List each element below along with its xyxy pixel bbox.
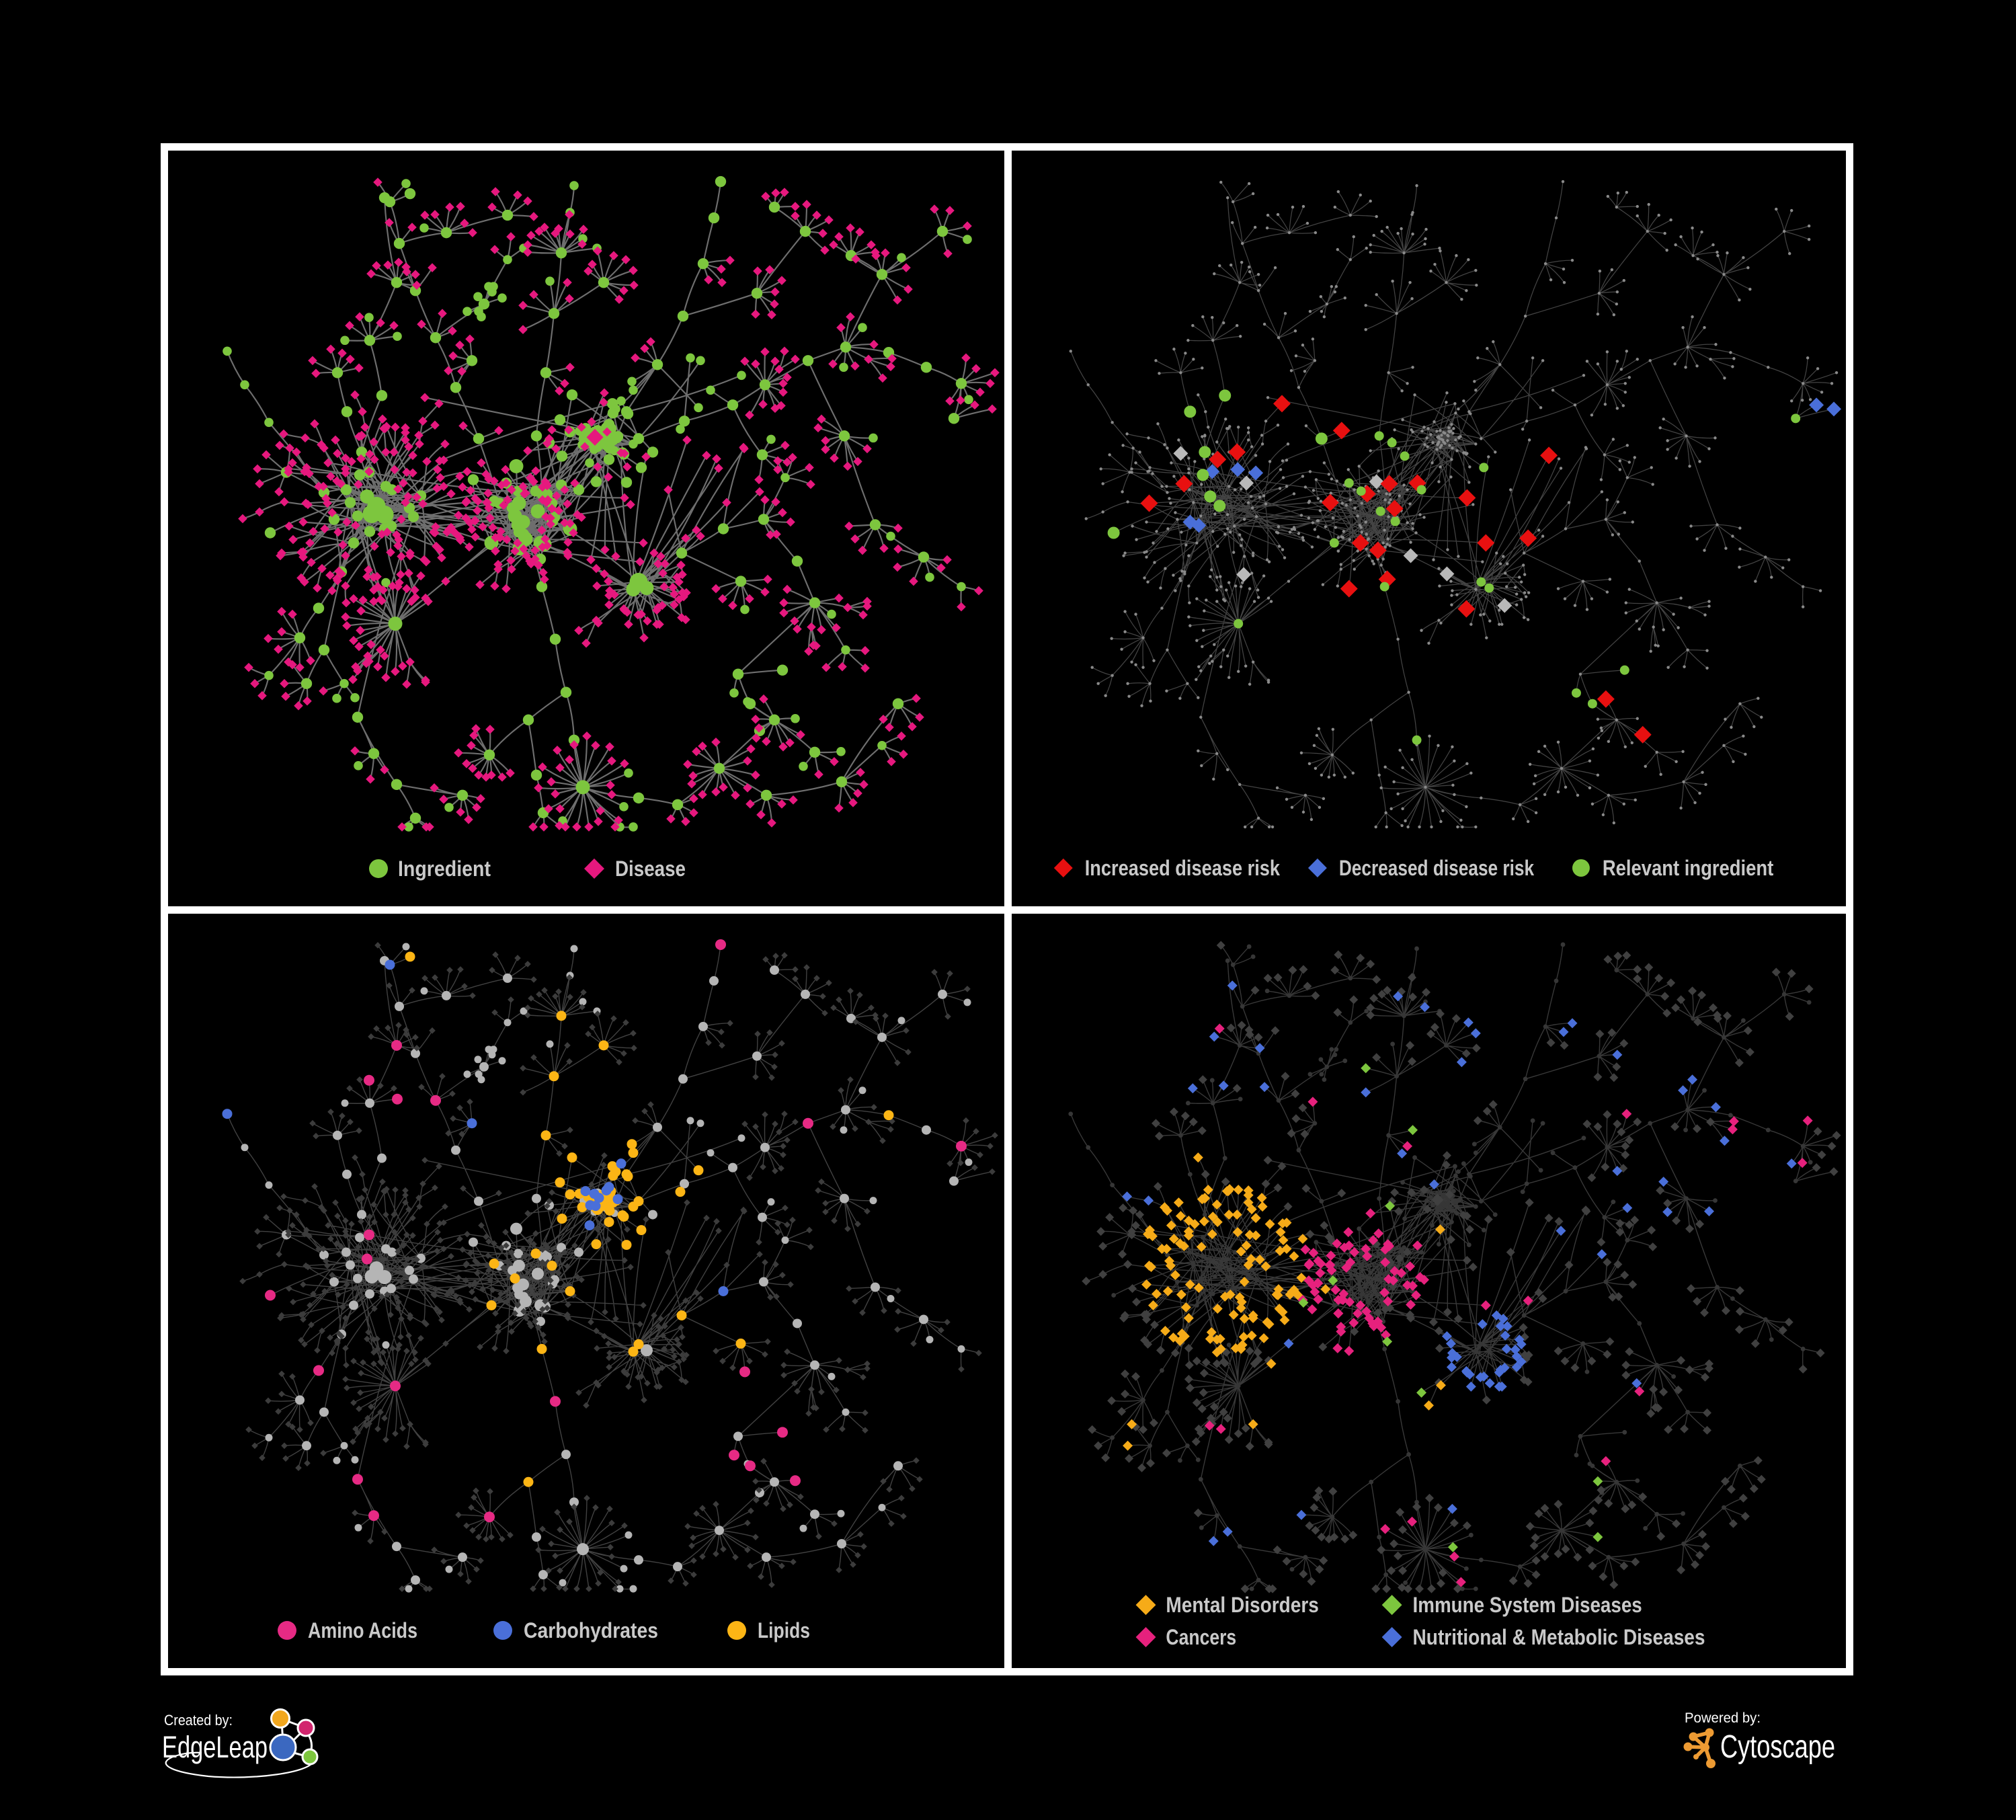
- svg-text:Decreased disease risk: Decreased disease risk: [1339, 856, 1534, 880]
- svg-text:Mental Disorders: Mental Disorders: [1166, 1593, 1318, 1617]
- svg-text:Relevant ingredient: Relevant ingredient: [1603, 856, 1774, 880]
- svg-text:Created by:: Created by:: [164, 1712, 233, 1729]
- svg-text:EdgeLeap: EdgeLeap: [162, 1730, 268, 1764]
- svg-text:Lipids: Lipids: [758, 1618, 810, 1643]
- svg-text:Increased disease risk: Increased disease risk: [1085, 856, 1280, 880]
- svg-text:Nutritional & Metabolic Diseas: Nutritional & Metabolic Diseases: [1413, 1625, 1705, 1649]
- svg-text:Disease: Disease: [615, 857, 686, 881]
- svg-text:Cytoscape: Cytoscape: [1720, 1729, 1835, 1765]
- svg-text:Carbohydrates: Carbohydrates: [524, 1618, 658, 1643]
- svg-text:Immune System Diseases: Immune System Diseases: [1413, 1593, 1642, 1617]
- svg-text:Cancers: Cancers: [1166, 1625, 1236, 1649]
- svg-text:Amino Acids: Amino Acids: [308, 1618, 417, 1643]
- svg-text:Ingredient: Ingredient: [398, 857, 491, 881]
- svg-text:Powered by:: Powered by:: [1685, 1710, 1761, 1726]
